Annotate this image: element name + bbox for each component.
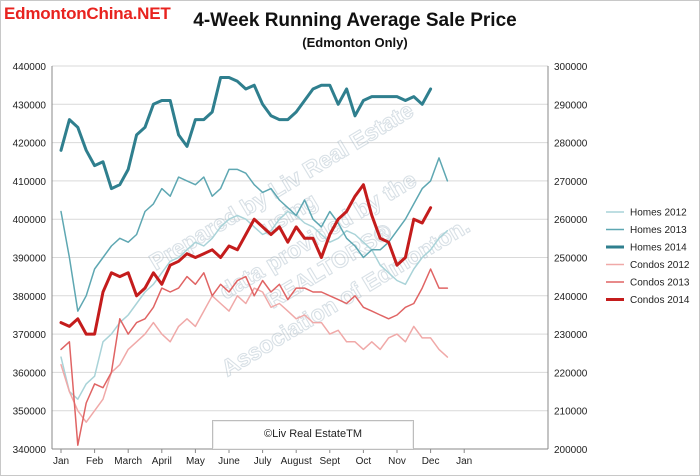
x-tick-label: Nov: [388, 456, 406, 467]
y-left-tick-label: 400000: [13, 215, 47, 226]
credit-box: [212, 420, 414, 450]
x-tick-label: Jan: [53, 456, 69, 467]
legend-label: Condos 2012: [630, 260, 690, 271]
series-line-2: [60, 157, 449, 312]
x-tick-label: Dec: [422, 456, 440, 467]
series-line-4: [60, 287, 449, 423]
y-right-tick-label: 300000: [554, 62, 588, 73]
x-tick-label: June: [218, 456, 240, 467]
series-line-6: [59, 183, 433, 336]
x-tick-label: August: [281, 456, 312, 467]
legend-label: Homes 2014: [630, 243, 687, 254]
x-tick-label: Sept: [320, 456, 341, 467]
y-left-tick-label: 340000: [13, 445, 47, 456]
x-tick-label: Oct: [356, 456, 372, 467]
legend-label: Condos 2014: [630, 295, 690, 306]
y-left-tick-label: 440000: [13, 62, 47, 73]
chart-subtitle: (Edmonton Only): [302, 35, 408, 50]
x-tick-label: July: [254, 456, 272, 467]
series-line-3: [59, 76, 433, 191]
y-right-tick-label: 270000: [554, 177, 588, 188]
y-left-tick-label: 390000: [13, 254, 47, 265]
x-tick-label: March: [114, 456, 142, 467]
y-left-tick-label: 410000: [13, 177, 47, 188]
y-left-tick-label: 360000: [13, 368, 47, 379]
chart-title: 4-Week Running Average Sale Price: [193, 10, 517, 31]
x-tick-label: Jan: [456, 456, 472, 467]
y-left-tick-label: 430000: [13, 100, 47, 111]
y-right-tick-label: 260000: [554, 215, 588, 226]
y-right-tick-label: 250000: [554, 254, 588, 265]
x-tick-label: April: [152, 456, 172, 467]
brand-logo-text: EdmontonChina.NET: [4, 4, 171, 23]
credit-text: ©Liv Real EstateTM: [264, 428, 362, 440]
y-left-tick-label: 420000: [13, 139, 47, 150]
y-right-tick-label: 240000: [554, 292, 588, 303]
y-right-tick-label: 290000: [554, 100, 588, 111]
legend-label: Condos 2013: [630, 278, 690, 289]
x-tick-label: May: [186, 456, 205, 467]
series-line-1: [60, 210, 449, 400]
legend-label: Homes 2013: [630, 225, 687, 236]
x-tick-label: Feb: [86, 456, 104, 467]
y-right-tick-label: 220000: [554, 368, 588, 379]
y-right-tick-label: 230000: [554, 330, 588, 341]
y-right-tick-label: 280000: [554, 139, 588, 150]
y-left-tick-label: 370000: [13, 330, 47, 341]
y-right-tick-label: 210000: [554, 407, 588, 418]
y-right-tick-label: 200000: [554, 445, 588, 456]
series-line-5: [60, 268, 449, 446]
y-left-tick-label: 350000: [13, 407, 47, 418]
legend-label: Homes 2012: [630, 208, 687, 219]
y-left-tick-label: 380000: [13, 292, 47, 303]
